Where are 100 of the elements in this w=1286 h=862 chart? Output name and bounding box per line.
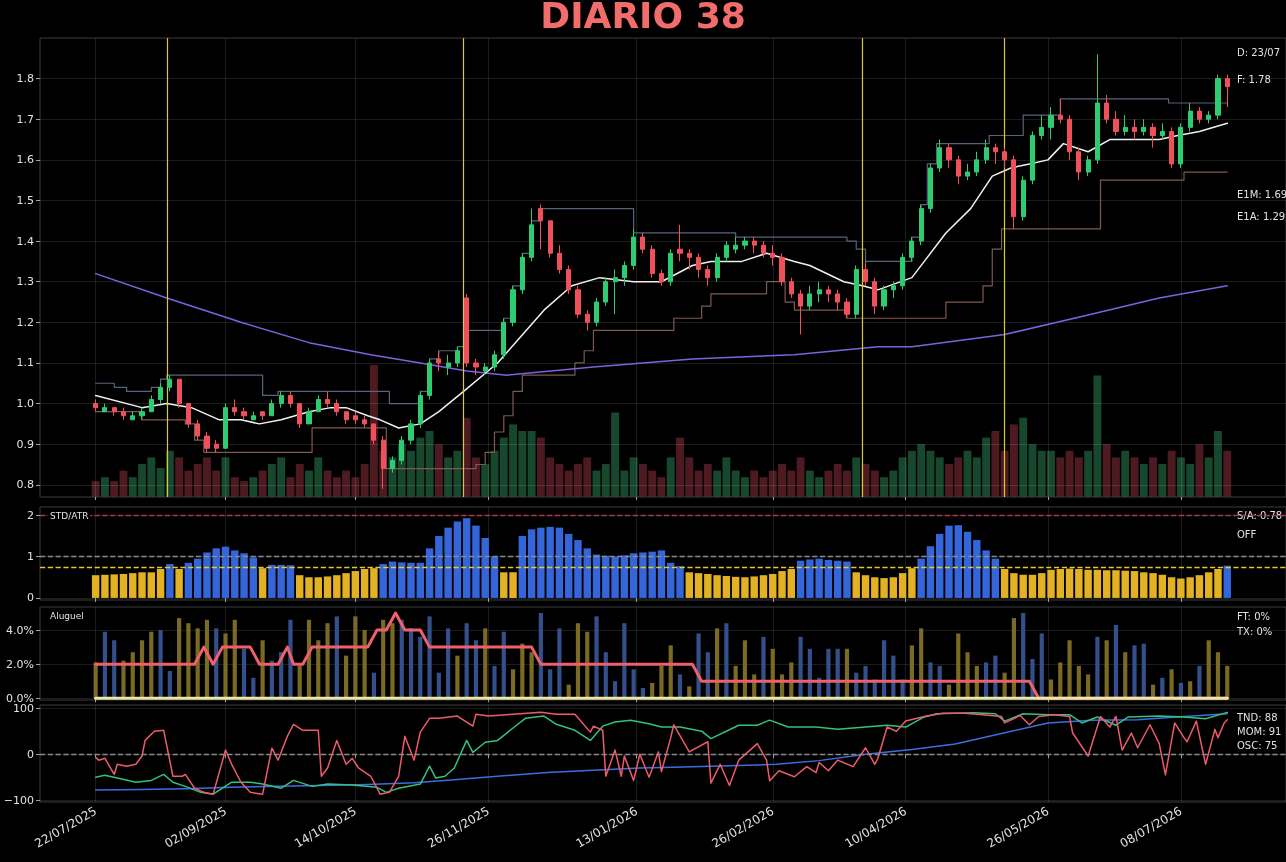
- bar: [861, 575, 870, 598]
- bar: [156, 569, 165, 598]
- bar: [667, 562, 675, 598]
- y-tick-label: 0: [27, 747, 34, 761]
- bar: [241, 648, 247, 699]
- bar: [629, 553, 638, 598]
- candlestick: [260, 411, 265, 421]
- bar: [1158, 574, 1167, 598]
- bar: [510, 669, 516, 699]
- bar: [1167, 450, 1176, 497]
- bar: [956, 633, 961, 699]
- bar: [1167, 577, 1176, 598]
- candlestick: [362, 415, 367, 429]
- bar: [453, 521, 462, 598]
- bar: [184, 562, 193, 598]
- bar: [889, 577, 898, 598]
- bar: [175, 569, 183, 598]
- bar: [462, 518, 471, 598]
- bar: [548, 669, 553, 699]
- bar: [427, 616, 432, 699]
- bar: [258, 568, 267, 598]
- bar: [1132, 645, 1137, 699]
- bar: [991, 558, 1000, 598]
- bar: [622, 623, 627, 699]
- bar: [1112, 570, 1120, 598]
- bar: [472, 525, 480, 598]
- bar: [631, 669, 636, 699]
- bar: [908, 568, 916, 598]
- candlestick: [344, 411, 349, 425]
- bar: [360, 569, 369, 598]
- bar: [731, 576, 740, 598]
- bar: [991, 431, 1000, 497]
- bar: [715, 628, 720, 699]
- bar: [666, 457, 675, 497]
- bar: [203, 552, 211, 598]
- bar: [1058, 662, 1063, 699]
- bar: [1039, 633, 1044, 699]
- candlestick: [408, 419, 414, 445]
- bar: [657, 550, 666, 598]
- bar: [1000, 569, 1009, 598]
- bar: [481, 464, 490, 497]
- bar: [843, 561, 851, 598]
- bar: [1086, 674, 1091, 699]
- bar: [685, 572, 693, 598]
- bar: [398, 562, 406, 598]
- bar: [258, 470, 267, 497]
- bar: [344, 655, 349, 699]
- candlestick: [195, 419, 200, 441]
- bar: [167, 670, 172, 699]
- bar: [379, 564, 387, 598]
- chart-title: Aluguel: [50, 610, 84, 621]
- bar: [138, 572, 146, 598]
- bar: [555, 527, 564, 598]
- bar: [129, 573, 137, 598]
- bar: [509, 572, 517, 598]
- bar: [935, 457, 944, 497]
- bar: [351, 571, 360, 598]
- bar: [388, 561, 397, 598]
- bar: [1195, 575, 1204, 598]
- bar: [323, 576, 332, 598]
- bar: [231, 550, 239, 598]
- bar: [425, 431, 434, 497]
- annotation: MOM: 91: [1237, 725, 1282, 737]
- bar: [965, 652, 970, 699]
- bar: [703, 464, 712, 497]
- bar: [177, 618, 182, 699]
- bar: [750, 470, 759, 497]
- candlestick: [306, 407, 312, 425]
- bar: [759, 575, 768, 598]
- candlestick: [121, 407, 126, 421]
- bar: [1076, 665, 1081, 699]
- bar: [249, 477, 258, 497]
- bar: [945, 525, 953, 598]
- y-tick-label: 0.9: [16, 437, 34, 451]
- candlestick: [214, 439, 219, 453]
- bar: [1028, 574, 1037, 598]
- bar: [166, 564, 174, 598]
- candlestick: [223, 403, 228, 449]
- bar: [1123, 652, 1128, 699]
- candlestick: [112, 407, 117, 417]
- bar: [954, 525, 962, 598]
- bar: [223, 633, 228, 699]
- bar: [500, 572, 508, 598]
- candlestick: [139, 407, 145, 421]
- bar: [305, 577, 313, 598]
- annotation: FT: 0%: [1237, 610, 1270, 622]
- bar: [629, 457, 638, 497]
- bar: [824, 470, 833, 497]
- bar: [852, 457, 861, 497]
- bar: [436, 672, 441, 699]
- candlestick: [241, 407, 247, 421]
- bar: [232, 619, 237, 699]
- bar: [926, 546, 935, 598]
- bar: [490, 556, 499, 598]
- bar: [824, 559, 833, 598]
- bar: [297, 665, 302, 699]
- candlestick: [297, 403, 302, 429]
- bar: [527, 529, 536, 598]
- bar: [407, 562, 415, 598]
- bar: [362, 630, 367, 699]
